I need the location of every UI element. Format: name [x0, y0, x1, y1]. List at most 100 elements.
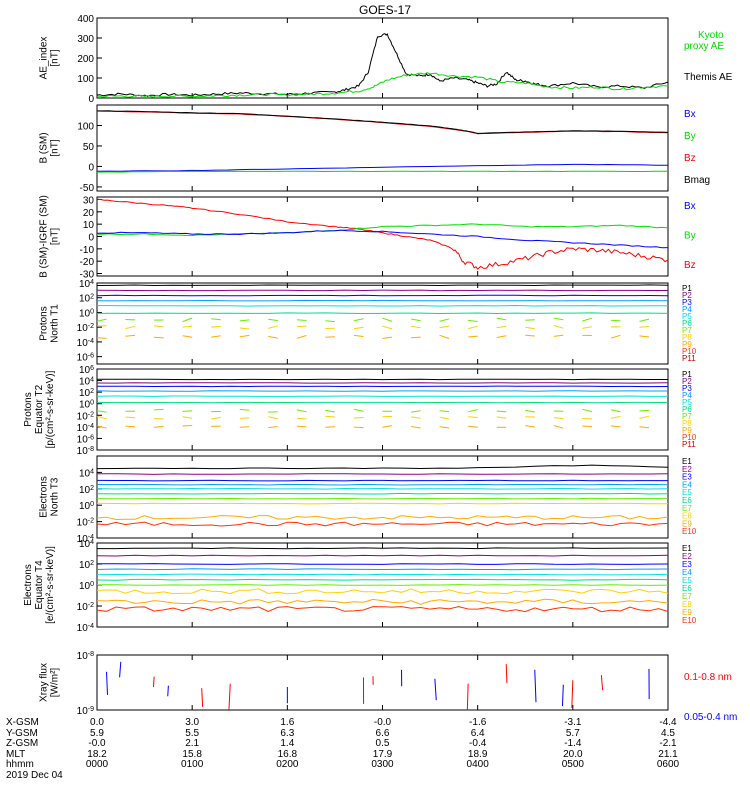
y-tick-label: 10-4	[77, 534, 94, 546]
channel-segment	[125, 416, 136, 419]
channel-line	[96, 492, 669, 495]
channel-segment	[353, 334, 364, 337]
channel-segment	[125, 325, 136, 330]
panel-7: ElectronsEquator T4[e/(cm²-s-sr-keV)] 104…	[23, 539, 697, 635]
footer-value: 0600	[657, 759, 680, 770]
footer-value: 16.8	[278, 749, 298, 760]
y-tick-label: 10-2	[77, 602, 94, 614]
series-line	[96, 170, 669, 173]
footer-value: -4.4	[659, 717, 677, 728]
footer-value: 18.2	[87, 749, 107, 760]
y-tick-label: 400	[77, 14, 94, 25]
channel-segment	[125, 425, 136, 428]
channel-segment	[182, 335, 193, 338]
y-axis-label: ProtonsEquator T2[p/(cm²-s-sr-keV)]	[23, 370, 56, 448]
channel-segment	[154, 425, 164, 428]
channel-segment	[211, 335, 221, 338]
channel-line	[96, 502, 669, 505]
channel-segment	[411, 426, 421, 429]
channel-segment	[468, 325, 478, 330]
channel-segment	[239, 426, 250, 428]
footer-date: 2019 Dec 04	[6, 770, 63, 781]
channel-segment	[468, 416, 478, 418]
xray-bar	[600, 675, 604, 691]
y-axis-label: ElectronsEquator T4[e/(cm²-s-sr-keV)]	[23, 546, 56, 624]
channel-segment	[268, 416, 278, 420]
legend-label: Kyoto proxy AE	[684, 30, 724, 52]
y-tick-label: 102	[79, 388, 94, 400]
channel-line	[96, 487, 669, 490]
channel-segment	[182, 317, 193, 323]
channel-line	[96, 497, 669, 500]
channel-label: P9	[682, 340, 692, 349]
channel-segment	[382, 336, 393, 339]
channel-segment	[382, 425, 393, 428]
y-tick-label: 20	[83, 208, 95, 219]
y-tick-label: 50	[83, 142, 95, 153]
y-tick-label: 0	[88, 162, 94, 173]
channel-label: E1	[682, 544, 692, 553]
y-tick-label: 104	[79, 376, 94, 388]
channel-segment	[382, 317, 393, 322]
series-line	[96, 198, 669, 270]
xray-bar	[466, 683, 469, 711]
xray-bar	[201, 688, 204, 707]
footer-value: 0000	[86, 759, 109, 770]
channel-segment	[182, 416, 193, 419]
channel-label: P2	[682, 291, 692, 300]
footer-value: 5.7	[566, 728, 580, 739]
y-tick-label: -30	[80, 270, 95, 281]
channel-segment	[525, 326, 535, 330]
channel-segment	[610, 425, 621, 428]
y-tick-label: 200	[77, 54, 94, 65]
footer-value: -3.1	[564, 717, 582, 728]
footer-value: 21.1	[658, 749, 678, 760]
footer-value: 0.5	[376, 738, 390, 749]
y-tick-label: 10-4	[77, 422, 94, 434]
channel-label: E2	[682, 552, 692, 561]
channel-segment	[468, 319, 478, 322]
channel-segment	[211, 325, 221, 328]
xray-bar	[434, 678, 437, 701]
channel-line	[96, 483, 669, 486]
channel-segment	[154, 408, 164, 411]
footer-row-label: X-GSM	[6, 717, 39, 728]
channel-segment	[639, 326, 650, 328]
footer-value: 5.9	[90, 728, 104, 739]
channel-segment	[411, 318, 421, 322]
channel-segment	[496, 317, 507, 321]
y-tick-label: 10-4	[77, 337, 94, 349]
channel-label: P8	[682, 333, 692, 342]
channel-segment	[239, 417, 250, 419]
channel-line	[96, 299, 669, 302]
y-axis-label: AE_index[nT]	[39, 37, 61, 80]
panel-1: AE_index[nT] 0 100 200 300 400 Kyoto proxy AE Th…	[39, 14, 733, 105]
channel-segment	[553, 417, 564, 420]
channel-label: P4	[682, 305, 692, 314]
channel-segment	[268, 426, 278, 429]
y-tick-label: 10-8	[77, 651, 94, 663]
channel-label: E6	[682, 496, 692, 505]
channel-segment	[353, 326, 364, 330]
channel-segment	[525, 425, 535, 428]
channel-segment	[325, 409, 335, 413]
channel-label: P6	[682, 405, 692, 414]
y-tick-label: 104	[79, 279, 94, 291]
channel-segment	[96, 415, 107, 420]
channel-segment	[325, 415, 335, 418]
footer-value: -0.4	[469, 738, 487, 749]
channel-segment	[211, 416, 221, 420]
channel-segment	[296, 319, 307, 321]
channel-segment	[610, 334, 621, 339]
channel-line	[96, 289, 668, 292]
channel-segment	[525, 334, 535, 337]
channel-line	[96, 568, 669, 571]
footer-value: -0.0	[88, 738, 106, 749]
xray-bar	[119, 661, 122, 678]
channel-segment	[639, 318, 650, 322]
channel-line	[96, 294, 669, 297]
y-axis-label: ElectronsNorth T3	[39, 476, 61, 518]
y-tick-label: 10	[83, 220, 95, 231]
channel-label: E7	[682, 504, 692, 513]
panel-frame	[96, 654, 669, 711]
